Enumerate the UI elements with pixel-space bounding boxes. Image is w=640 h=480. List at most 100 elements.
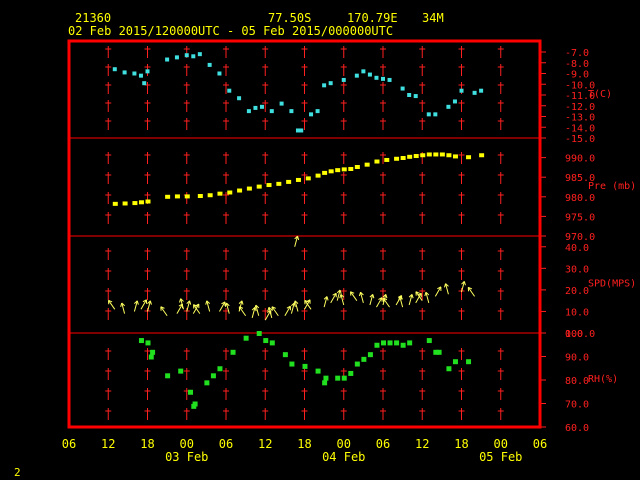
y-tick-label: 100.0	[565, 329, 595, 340]
pressure-point	[207, 193, 213, 198]
wind-arrow	[107, 299, 116, 310]
pressure-point	[384, 157, 390, 162]
x-tick-label: 00	[180, 437, 194, 451]
y-tick-label: -8.0	[565, 59, 589, 70]
humidity-point	[148, 354, 154, 360]
temperature-point	[374, 75, 379, 80]
humidity-point	[387, 340, 393, 346]
pressure-point	[341, 167, 347, 172]
wind-arrow	[408, 293, 414, 306]
pressure-point	[426, 152, 432, 157]
humidity-point	[361, 356, 367, 362]
temperature-point	[191, 54, 196, 59]
y-tick-label: 30.0	[565, 264, 589, 275]
y-axis-label: T(C)	[588, 89, 612, 100]
y-tick-label: -9.0	[565, 70, 589, 81]
humidity-point	[323, 375, 329, 381]
pressure-point	[112, 201, 118, 206]
temperature-point	[269, 109, 274, 114]
pressure-point	[328, 169, 334, 174]
humidity-point	[374, 342, 380, 348]
pressure-point	[452, 154, 458, 159]
pressure-point	[237, 188, 243, 193]
humidity-point	[217, 366, 223, 372]
x-tick-label: 06	[533, 437, 547, 451]
humidity-point	[322, 380, 328, 386]
humidity-point	[178, 368, 184, 374]
wind-arrow	[336, 289, 342, 301]
temperature-point	[413, 94, 418, 99]
wind-arrow	[267, 306, 273, 319]
pressure-point	[407, 154, 413, 159]
pressure-point	[433, 152, 439, 157]
humidity-point	[341, 375, 347, 381]
wind-arrow	[376, 297, 383, 308]
pressure-point	[479, 153, 485, 158]
temperature-point	[446, 104, 451, 109]
y-tick-label: -13.0	[565, 113, 595, 124]
temperature-point	[122, 70, 127, 75]
y-tick-label: -14.0	[565, 123, 595, 134]
wind-arrow	[304, 299, 312, 310]
humidity-point	[426, 338, 432, 344]
humidity-point	[433, 349, 439, 355]
humidity-point	[256, 331, 262, 336]
pressure-point	[335, 168, 341, 173]
pressure-point	[197, 194, 203, 199]
date-label: 04 Feb	[322, 450, 365, 464]
y-tick-label: 90.0	[565, 353, 589, 364]
y-tick-label: -15.0	[565, 134, 595, 145]
humidity-point	[192, 401, 198, 407]
x-tick-label: 06	[219, 437, 233, 451]
temperature-point	[426, 112, 431, 117]
wind-arrow	[294, 235, 300, 247]
pressure-point	[394, 156, 400, 161]
temperature-point	[174, 55, 179, 60]
wind-arrow	[140, 299, 148, 310]
wind-arrow	[284, 305, 291, 317]
x-tick-label: 12	[258, 437, 272, 451]
y-tick-label: -12.0	[565, 102, 595, 113]
y-axis-label: Pre (mb)	[588, 181, 636, 192]
humidity-point	[348, 370, 354, 376]
humidity-point	[381, 340, 386, 346]
pressure-point	[132, 201, 138, 206]
humidity-point	[230, 349, 236, 355]
humidity-point	[354, 361, 360, 367]
temperature-point	[227, 88, 232, 93]
temperature-point	[299, 128, 304, 133]
wind-arrow	[323, 296, 329, 308]
station-longitude: 170.79E	[347, 11, 398, 25]
humidity-point	[269, 340, 275, 346]
pressure-point	[246, 186, 252, 191]
humidity-point	[145, 340, 151, 346]
pressure-point	[256, 184, 262, 189]
wind-arrow	[133, 300, 139, 312]
temperature-point	[253, 105, 258, 110]
y-tick-label: 985.0	[565, 173, 595, 184]
y-tick-label: 80.0	[565, 376, 589, 387]
x-tick-label: 18	[140, 437, 154, 451]
wind-arrow	[382, 297, 390, 308]
temperature-point	[433, 112, 438, 117]
humidity-point	[446, 366, 452, 372]
y-tick-label: 0.0	[565, 329, 583, 340]
temperature-point	[341, 77, 346, 82]
wind-arrow	[443, 283, 449, 295]
pressure-point	[276, 181, 282, 186]
wind-arrow	[461, 281, 466, 293]
pressure-point	[315, 173, 321, 178]
pressure-point	[466, 155, 472, 160]
humidity-point	[436, 349, 442, 355]
humidity-point	[263, 338, 269, 344]
pressure-point	[348, 166, 354, 171]
wind-arrow	[330, 292, 337, 304]
pressure-point	[322, 170, 328, 175]
pressure-point	[217, 191, 223, 196]
y-tick-label: 60.0	[565, 423, 589, 434]
pressure-point	[439, 152, 445, 157]
wind-arrow	[251, 306, 257, 319]
date-label: 03 Feb	[165, 450, 208, 464]
temperature-point	[138, 73, 143, 78]
